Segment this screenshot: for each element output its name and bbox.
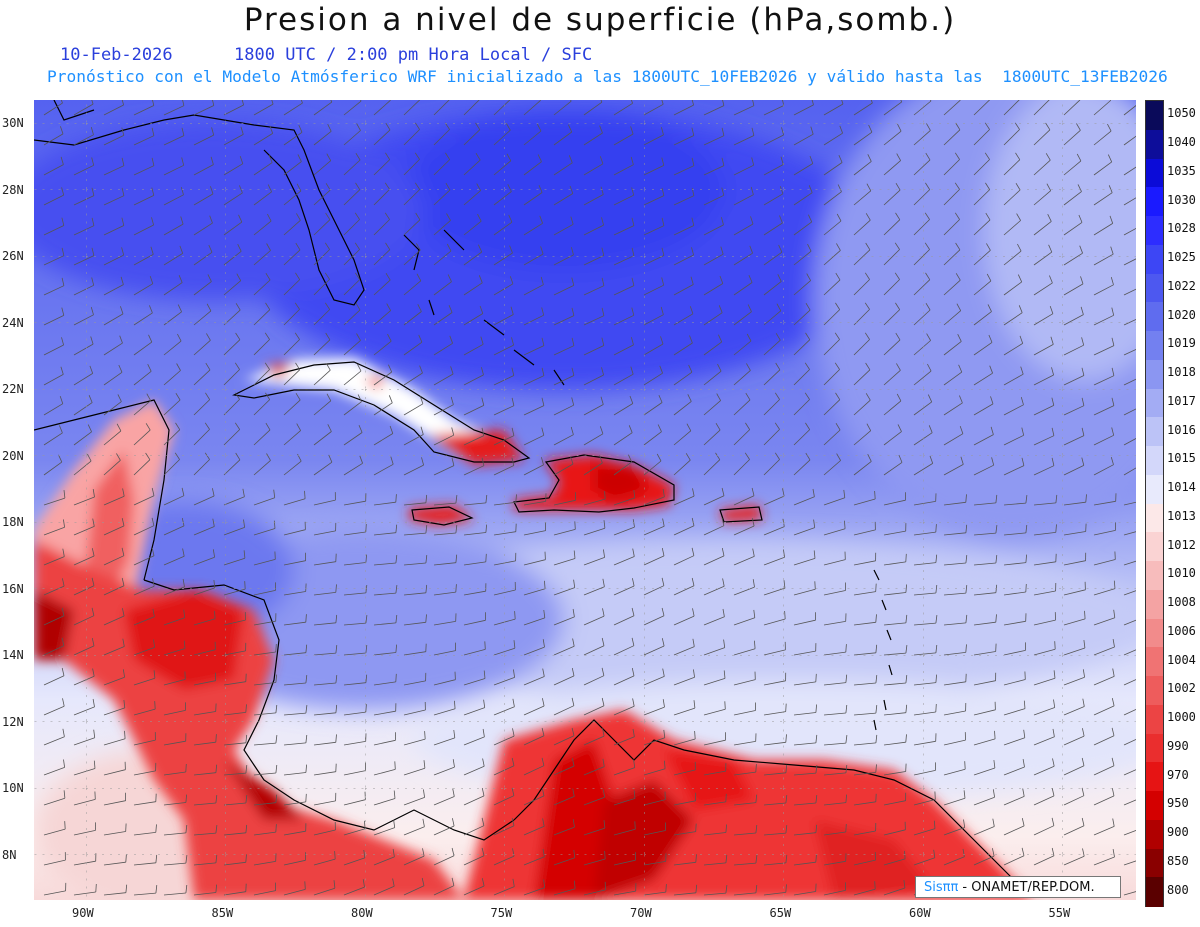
colorbar-cell	[1146, 561, 1163, 591]
lat-label: 12N	[2, 714, 24, 729]
colorbar-label: 950	[1167, 796, 1189, 811]
lat-label: 26N	[2, 249, 24, 263]
colorbar-label: 1002	[1167, 681, 1196, 696]
colorbar-cell	[1146, 474, 1163, 504]
colorbar-cell	[1146, 791, 1163, 821]
colorbar-cell	[1146, 158, 1163, 188]
colorbar-cell	[1146, 589, 1163, 619]
lon-label: 65W	[769, 906, 792, 920]
colorbar-cell	[1146, 388, 1163, 418]
colorbar-label: 1000	[1167, 710, 1196, 725]
colorbar-label: 900	[1167, 825, 1189, 840]
colorbar-label: 1014	[1167, 480, 1196, 495]
colorbar-label: 990	[1167, 738, 1189, 753]
sispi-logo-text: Sisππ	[924, 880, 959, 895]
colorbar-cell	[1146, 129, 1163, 159]
lat-label: 30N	[2, 116, 24, 130]
colorbar-cell	[1146, 848, 1163, 878]
colorbar-label: 1035	[1167, 163, 1196, 178]
colorbar-label: 1016	[1167, 422, 1196, 437]
colorbar-label: 1013	[1167, 508, 1196, 523]
pressure-colorbar	[1145, 100, 1164, 907]
date-time-line: 10-Feb-2026 1800 UTC / 2:00 pm Hora Loca…	[60, 45, 592, 65]
lat-label: 10N	[2, 781, 24, 795]
colorbar-label: 1030	[1167, 192, 1196, 207]
colorbar-cell	[1146, 417, 1163, 447]
colorbar-label: 1006	[1167, 623, 1196, 638]
colorbar-cell	[1146, 503, 1163, 533]
colorbar-cell	[1146, 446, 1163, 476]
credit-box: Sisππ - ONAMET/REP.DOM.	[915, 876, 1121, 898]
colorbar-label: 1008	[1167, 595, 1196, 610]
colorbar-cell	[1146, 733, 1163, 763]
lon-label: 80W	[351, 906, 373, 920]
lat-label: 24N	[2, 315, 24, 330]
colorbar-label: 1040	[1167, 135, 1196, 150]
time-label: 1800 UTC / 2:00 pm Hora Local / SFC	[234, 45, 593, 65]
colorbar-label: 1025	[1167, 250, 1196, 265]
lat-label: 18N	[2, 515, 24, 529]
lat-label: 20N	[2, 448, 24, 463]
colorbar-cell	[1146, 359, 1163, 389]
colorbar-cell	[1146, 216, 1163, 246]
colorbar-label: 1028	[1167, 221, 1196, 236]
colorbar-label: 800	[1167, 882, 1189, 897]
colorbar-cell	[1146, 331, 1163, 361]
colorbar-label: 1022	[1167, 278, 1196, 293]
colorbar-label: 1015	[1167, 451, 1196, 466]
colorbar-cell	[1146, 704, 1163, 734]
lat-label: 28N	[2, 182, 24, 197]
colorbar-cell	[1146, 647, 1163, 677]
colorbar-label: 1018	[1167, 365, 1196, 380]
colorbar-label: 1020	[1167, 307, 1196, 322]
colorbar-cell	[1146, 819, 1163, 849]
credit-text: - ONAMET/REP.DOM.	[958, 880, 1095, 895]
lon-label: 85W	[211, 906, 234, 920]
map-title: Presion a nivel de superficie (hPa,somb.…	[243, 2, 957, 38]
colorbar-cell	[1146, 244, 1163, 274]
colorbar-label: 1019	[1167, 336, 1196, 351]
colorbar-cell	[1146, 618, 1163, 648]
lat-label: 22N	[2, 382, 24, 396]
lat-label: 8N	[2, 847, 17, 862]
lon-label: 60W	[909, 906, 931, 920]
colorbar-label: 850	[1167, 853, 1189, 868]
colorbar-label: 1012	[1167, 537, 1196, 552]
colorbar-label: 1017	[1167, 393, 1196, 408]
lon-label: 75W	[490, 906, 513, 920]
colorbar-label: 1050	[1167, 106, 1196, 121]
date-label: 10-Feb-2026	[60, 45, 173, 65]
colorbar-label: 1004	[1167, 652, 1196, 667]
colorbar-cell	[1146, 877, 1163, 907]
colorbar-label: 1010	[1167, 566, 1196, 581]
lon-label: 90W	[72, 906, 94, 920]
colorbar-cell	[1146, 101, 1163, 131]
lat-label: 16N	[2, 581, 24, 596]
lat-label: 14N	[2, 648, 24, 662]
colorbar-cell	[1146, 762, 1163, 792]
colorbar-cell	[1146, 302, 1163, 332]
graticule	[34, 100, 1136, 900]
colorbar-cell	[1146, 273, 1163, 303]
pressure-map	[34, 100, 1136, 900]
lon-label: 70W	[630, 906, 652, 920]
lon-label: 55W	[1048, 906, 1071, 920]
colorbar-cell	[1146, 532, 1163, 562]
forecast-description: Pronóstico con el Modelo Atmósferico WRF…	[47, 67, 1168, 86]
colorbar-cell	[1146, 676, 1163, 706]
pressure-map-svg	[34, 100, 1136, 900]
colorbar-label: 970	[1167, 767, 1189, 782]
colorbar-cell	[1146, 187, 1163, 217]
